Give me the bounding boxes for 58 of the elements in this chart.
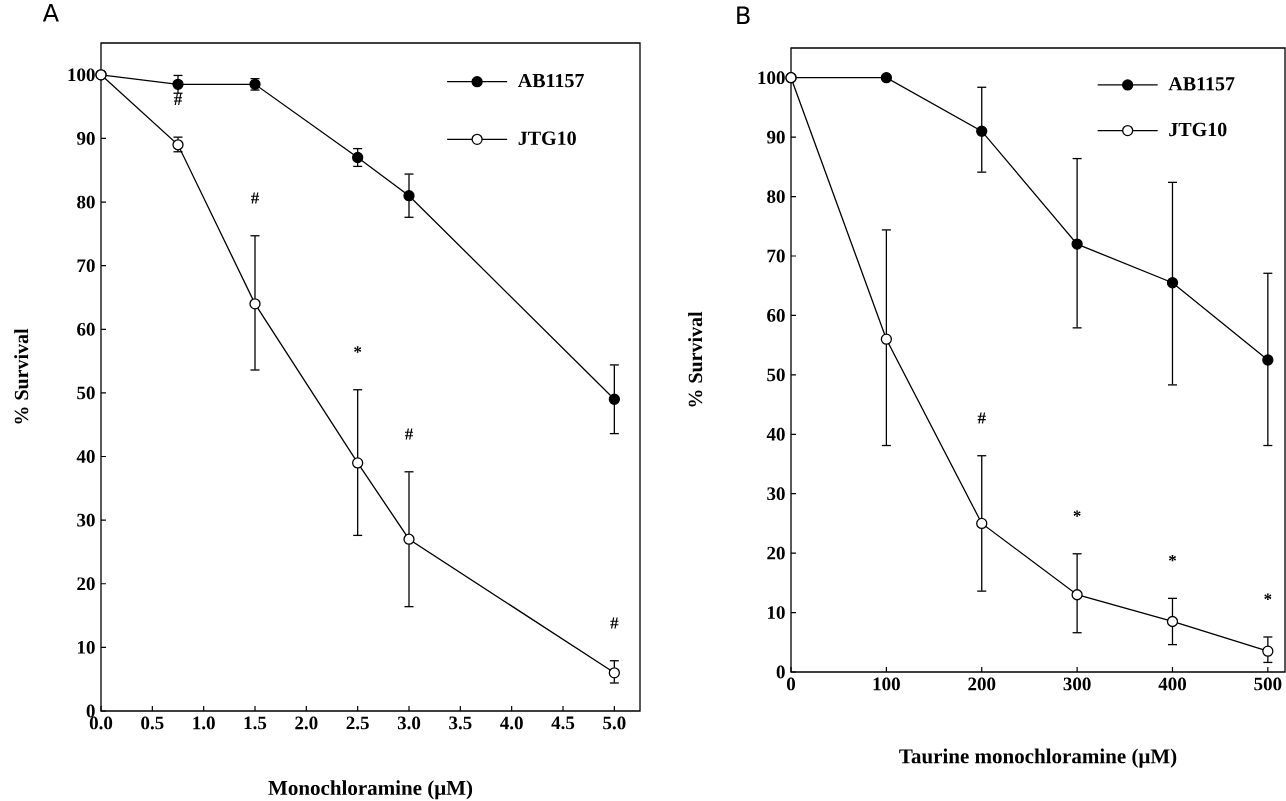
x-tick-label: 4.0 (500, 716, 523, 730)
y-tick-label: 90 (76, 132, 95, 145)
y-axis-title: % Survival (14, 328, 29, 424)
x-tick-label: 0.5 (141, 716, 164, 730)
y-tick-label: 80 (767, 190, 785, 203)
x-tick-label: 400 (1158, 677, 1187, 691)
annotation: * (1264, 593, 1272, 600)
y-tick-label: 50 (77, 386, 95, 400)
annotation: # (610, 617, 619, 629)
x-tick-label: 4.5 (551, 716, 575, 730)
y-tick-label: 20 (77, 577, 95, 591)
x-tick-label: 3.5 (449, 716, 472, 730)
y-tick-label: 90 (766, 130, 785, 144)
y-tick-label: 70 (767, 249, 785, 263)
x-tick-label: 1.0 (193, 716, 215, 730)
x-tick-label: 300 (1063, 677, 1091, 691)
chart-title: B (737, 6, 750, 24)
y-tick-label: 50 (767, 368, 785, 382)
y-tick-label: 60 (767, 309, 785, 322)
x-tick-label: 0 (786, 677, 796, 691)
y-tick-label: 40 (766, 427, 785, 441)
x-tick-label: 2.5 (346, 716, 369, 730)
annotation: * (354, 346, 362, 353)
y-tick-label: 0 (86, 704, 95, 718)
x-tick-label: 3.0 (397, 716, 421, 730)
annotation: # (250, 192, 260, 204)
annotation: # (977, 412, 986, 424)
x-tick-label: 100 (873, 677, 900, 691)
y-tick-label: 100 (68, 68, 95, 82)
y-tick-label: 30 (767, 487, 785, 501)
x-axis-title: Monochloramine (μM) (268, 780, 473, 800)
y-tick-label: 70 (77, 259, 95, 273)
annotation: * (1073, 510, 1081, 517)
y-tick-label: 100 (758, 71, 785, 85)
y-tick-label: 10 (767, 606, 785, 619)
legend-label: JTG10 (1169, 122, 1227, 137)
x-tick-label: 200 (968, 677, 996, 691)
annotation: # (404, 428, 414, 440)
y-tick-label: 10 (77, 640, 95, 654)
y-tick-label: 80 (77, 195, 95, 209)
x-tick-label: 1.5 (244, 716, 267, 730)
y-tick-label: 30 (77, 513, 95, 527)
legend-label: JTG10 (518, 131, 576, 145)
x-tick-label: 0.0 (89, 716, 113, 730)
x-tick-label: 5.0 (603, 716, 626, 730)
x-tick-label: 500 (1254, 677, 1282, 691)
legend-label: AB1157 (1168, 77, 1235, 91)
y-tick-label: 0 (776, 665, 785, 679)
annotation: * (1168, 554, 1177, 562)
x-axis-title: Taurine monochloramine (μM) (899, 748, 1177, 768)
legend-label: AB1157 (517, 73, 584, 88)
y-axis-title: % Survival (688, 311, 703, 407)
y-tick-label: 60 (77, 322, 95, 336)
y-tick-label: 40 (76, 450, 95, 463)
y-tick-label: 20 (767, 546, 785, 560)
annotation: # (173, 93, 183, 105)
chart-title: A (42, 3, 59, 22)
x-tick-label: 2.0 (295, 716, 318, 730)
